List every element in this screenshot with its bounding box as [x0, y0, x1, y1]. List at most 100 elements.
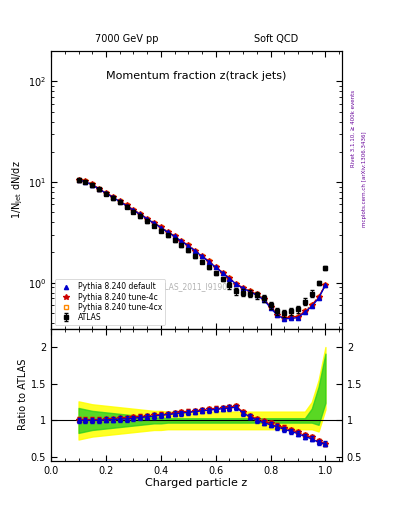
Pythia 8.240 tune-4c: [193, 247, 198, 253]
Pythia 8.240 tune-4cx: [309, 302, 314, 308]
Pythia 8.240 tune-4cx: [303, 308, 307, 314]
Pythia 8.240 tune-4cx: [200, 253, 204, 259]
Line: Pythia 8.240 tune-4cx: Pythia 8.240 tune-4cx: [77, 178, 327, 320]
Pythia 8.240 tune-4c: [200, 253, 204, 259]
Pythia 8.240 tune-4cx: [282, 314, 286, 321]
Pythia 8.240 tune-4cx: [104, 189, 108, 196]
Text: Momentum fraction z(track jets): Momentum fraction z(track jets): [107, 71, 286, 80]
Pythia 8.240 default: [118, 198, 122, 204]
Pythia 8.240 tune-4c: [83, 178, 88, 184]
Pythia 8.240 tune-4cx: [165, 229, 170, 235]
Pythia 8.240 default: [90, 182, 95, 188]
Pythia 8.240 default: [124, 203, 129, 209]
Pythia 8.240 tune-4c: [296, 313, 300, 319]
Pythia 8.240 tune-4cx: [172, 233, 177, 239]
Pythia 8.240 tune-4cx: [118, 198, 122, 204]
Pythia 8.240 tune-4cx: [152, 220, 156, 226]
Pythia 8.240 default: [186, 243, 191, 249]
Pythia 8.240 tune-4c: [76, 177, 81, 183]
Pythia 8.240 default: [241, 285, 246, 291]
Pythia 8.240 default: [152, 220, 156, 226]
Pythia 8.240 tune-4cx: [131, 207, 136, 213]
Pythia 8.240 tune-4cx: [138, 211, 143, 217]
Y-axis label: 1/N$_{\rm jet}$ dN/dz: 1/N$_{\rm jet}$ dN/dz: [11, 161, 25, 219]
Pythia 8.240 tune-4cx: [234, 281, 239, 287]
Pythia 8.240 default: [158, 225, 163, 231]
Pythia 8.240 tune-4c: [261, 296, 266, 302]
Pythia 8.240 tune-4cx: [227, 275, 232, 281]
Pythia 8.240 tune-4c: [255, 291, 259, 297]
Y-axis label: Ratio to ATLAS: Ratio to ATLAS: [18, 359, 28, 431]
Pythia 8.240 tune-4c: [165, 229, 170, 235]
Pythia 8.240 tune-4cx: [193, 247, 198, 253]
Pythia 8.240 tune-4cx: [97, 186, 101, 192]
Pythia 8.240 tune-4cx: [268, 304, 273, 310]
Pythia 8.240 default: [220, 270, 225, 276]
Pythia 8.240 tune-4c: [97, 186, 101, 192]
Pythia 8.240 tune-4c: [186, 242, 191, 248]
Pythia 8.240 default: [110, 194, 115, 200]
Pythia 8.240 tune-4cx: [241, 285, 246, 291]
Pythia 8.240 default: [138, 211, 143, 218]
Pythia 8.240 default: [97, 186, 101, 193]
Pythia 8.240 default: [268, 305, 273, 311]
Pythia 8.240 default: [234, 281, 239, 287]
Pythia 8.240 tune-4c: [309, 302, 314, 308]
Text: mcplots.cern.ch [arXiv:1306.3436]: mcplots.cern.ch [arXiv:1306.3436]: [362, 132, 367, 227]
Text: Soft QCD: Soft QCD: [254, 33, 298, 44]
Pythia 8.240 tune-4c: [323, 282, 328, 288]
Pythia 8.240 default: [145, 216, 149, 222]
X-axis label: Charged particle z: Charged particle z: [145, 478, 248, 488]
Pythia 8.240 default: [179, 238, 184, 244]
Pythia 8.240 tune-4cx: [220, 269, 225, 275]
Pythia 8.240 tune-4c: [206, 258, 211, 264]
Pythia 8.240 default: [309, 303, 314, 309]
Pythia 8.240 tune-4cx: [206, 258, 211, 264]
Pythia 8.240 default: [323, 282, 328, 288]
Pythia 8.240 tune-4cx: [248, 288, 252, 294]
Pythia 8.240 tune-4cx: [323, 282, 328, 288]
Pythia 8.240 tune-4c: [104, 189, 108, 196]
Pythia 8.240 tune-4c: [213, 264, 218, 270]
Pythia 8.240 tune-4cx: [83, 178, 88, 184]
Pythia 8.240 tune-4cx: [296, 313, 300, 319]
Pythia 8.240 default: [206, 259, 211, 265]
Pythia 8.240 tune-4cx: [186, 242, 191, 248]
Pythia 8.240 tune-4c: [303, 308, 307, 314]
Pythia 8.240 tune-4c: [145, 216, 149, 222]
Pythia 8.240 tune-4c: [227, 275, 232, 281]
Pythia 8.240 tune-4cx: [179, 238, 184, 244]
Pythia 8.240 tune-4cx: [261, 296, 266, 302]
Pythia 8.240 tune-4cx: [124, 202, 129, 208]
Pythia 8.240 tune-4c: [316, 294, 321, 300]
Pythia 8.240 tune-4c: [275, 311, 280, 317]
Pythia 8.240 tune-4c: [172, 233, 177, 239]
Pythia 8.240 default: [213, 264, 218, 270]
Pythia 8.240 tune-4cx: [275, 311, 280, 317]
Pythia 8.240 default: [296, 314, 300, 321]
Pythia 8.240 default: [316, 295, 321, 302]
Pythia 8.240 tune-4c: [124, 202, 129, 208]
Text: 7000 GeV pp: 7000 GeV pp: [95, 33, 158, 44]
Pythia 8.240 tune-4cx: [90, 181, 95, 187]
Pythia 8.240 tune-4c: [118, 198, 122, 204]
Pythia 8.240 tune-4cx: [76, 177, 81, 183]
Pythia 8.240 default: [172, 233, 177, 240]
Pythia 8.240 tune-4c: [152, 220, 156, 226]
Pythia 8.240 tune-4c: [289, 314, 294, 321]
Pythia 8.240 default: [289, 315, 294, 322]
Pythia 8.240 tune-4cx: [158, 224, 163, 230]
Pythia 8.240 default: [200, 253, 204, 260]
Pythia 8.240 tune-4cx: [213, 264, 218, 270]
Pythia 8.240 default: [275, 312, 280, 318]
Pythia 8.240 default: [131, 207, 136, 214]
Pythia 8.240 tune-4c: [248, 288, 252, 294]
Pythia 8.240 default: [83, 179, 88, 185]
Pythia 8.240 default: [282, 315, 286, 322]
Pythia 8.240 tune-4cx: [145, 216, 149, 222]
Pythia 8.240 tune-4c: [241, 285, 246, 291]
Pythia 8.240 tune-4c: [90, 181, 95, 187]
Pythia 8.240 tune-4cx: [110, 194, 115, 200]
Pythia 8.240 default: [248, 288, 252, 294]
Pythia 8.240 default: [76, 177, 81, 183]
